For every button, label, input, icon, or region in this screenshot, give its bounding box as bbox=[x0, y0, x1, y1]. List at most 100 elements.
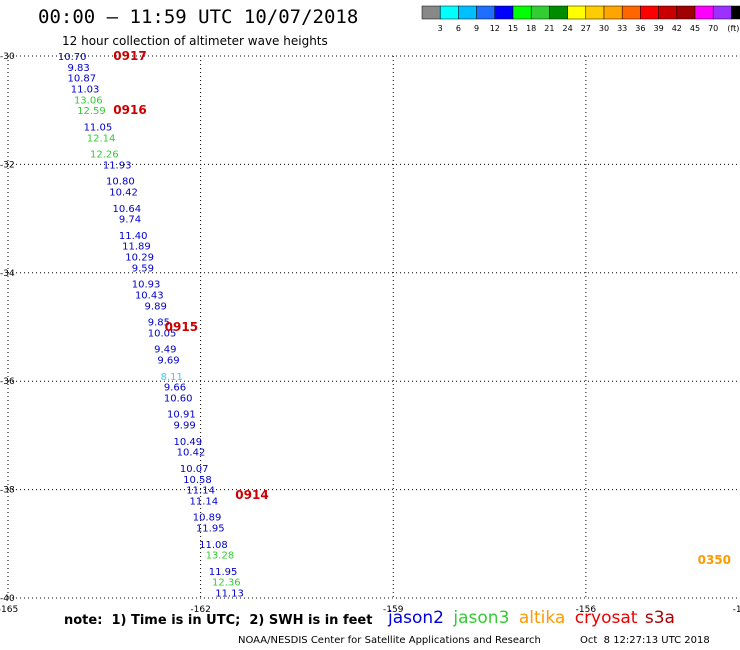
altika-point: 0350 bbox=[698, 553, 731, 567]
colorbar-label: 36 bbox=[635, 24, 645, 33]
legend-cryosat: cryosat bbox=[574, 608, 638, 628]
jason2-point: 10.80 bbox=[106, 177, 135, 188]
cryosat-point: 0915 bbox=[165, 320, 198, 334]
jason2-point: 9.74 bbox=[119, 215, 141, 226]
colorbar-label: (ft) bbox=[727, 24, 739, 33]
colorbar-swatch bbox=[458, 5, 477, 20]
jason2-point: 11.89 bbox=[122, 242, 151, 253]
jason2-point: 10.05 bbox=[148, 328, 177, 339]
jason2-point: 10.60 bbox=[164, 393, 193, 404]
jason2-point: 11.05 bbox=[84, 122, 113, 133]
colorbar-swatch bbox=[603, 5, 623, 20]
jason2-point: 11.95 bbox=[196, 524, 225, 535]
colorbar-label: 33 bbox=[617, 24, 627, 33]
jason2-point: 9.89 bbox=[145, 301, 167, 312]
y-tick-label: -38 bbox=[0, 486, 15, 496]
cryosat-point: 0917 bbox=[113, 49, 146, 63]
chart-title: 00:00 – 11:59 UTC 10/07/2018 bbox=[38, 6, 359, 28]
jason3-point: 13.06 bbox=[74, 95, 103, 106]
colorbar-label: 3 bbox=[438, 24, 443, 33]
colorbar-swatch bbox=[439, 5, 459, 20]
jason2-point: 10.42 bbox=[177, 448, 206, 459]
jason3-point: 13.28 bbox=[206, 551, 235, 562]
colorbar-swatch bbox=[640, 5, 659, 20]
colorbar-swatch bbox=[567, 5, 587, 20]
colorbar-swatch bbox=[476, 5, 496, 20]
chart-subtitle: 12 hour collection of altimeter wave hei… bbox=[62, 34, 328, 48]
colorbar-label: 70 bbox=[708, 24, 718, 33]
legend-jason2: jason2 bbox=[388, 608, 444, 628]
jason2-point: 10.64 bbox=[112, 204, 141, 215]
x-tick-label: -162 bbox=[190, 605, 210, 615]
jason2-point: 9.59 bbox=[132, 263, 154, 274]
x-tick-label: -15 bbox=[733, 605, 740, 615]
credit: NOAA/NESDIS Center for Satellite Applica… bbox=[238, 635, 541, 646]
colorbar-label: 21 bbox=[544, 24, 554, 33]
jason2-point: 11.03 bbox=[71, 85, 100, 96]
colorbar-label: 12 bbox=[490, 24, 500, 33]
colorbar-label: 15 bbox=[508, 24, 518, 33]
jason2-point: 9.49 bbox=[154, 345, 176, 356]
x-tick-label: -156 bbox=[576, 605, 597, 615]
jason2-point: 9.69 bbox=[157, 356, 179, 367]
jason2-point: 10.93 bbox=[132, 280, 161, 291]
colorbar-label: 30 bbox=[599, 24, 609, 33]
jason2-point: 9.83 bbox=[67, 63, 89, 74]
y-tick-label: -32 bbox=[0, 160, 15, 170]
cryosat-point: 0916 bbox=[113, 103, 146, 117]
y-tick-label: -34 bbox=[0, 269, 15, 279]
x-tick-label: -165 bbox=[0, 605, 18, 615]
jason2-point: 11.14 bbox=[190, 496, 219, 507]
jason3-point: 12.14 bbox=[87, 133, 116, 144]
colorbar-swatch bbox=[712, 5, 732, 20]
jason2-point: 10.87 bbox=[68, 74, 97, 85]
jason2-point: 11.95 bbox=[209, 567, 238, 578]
jason2-point: 10.43 bbox=[135, 290, 164, 301]
jason2-point: 10.70 bbox=[58, 52, 87, 63]
colorbar-swatch bbox=[676, 5, 696, 20]
y-tick-label: -30 bbox=[0, 52, 15, 62]
jason2-point: 10.42 bbox=[109, 188, 138, 199]
jason2-point: 9.66 bbox=[164, 383, 186, 394]
colorbar-swatch bbox=[585, 5, 605, 20]
colorbar-label: 39 bbox=[654, 24, 664, 33]
y-tick-label: -36 bbox=[0, 377, 15, 387]
legend-altika: altika bbox=[518, 608, 566, 628]
timestamp: Oct 8 12:27:13 UTC 2018 bbox=[580, 635, 710, 646]
colorbar-label: 42 bbox=[672, 24, 682, 33]
jason3-point: 12.59 bbox=[77, 106, 106, 117]
jason2-point: 10.07 bbox=[180, 464, 209, 475]
colorbar-swatch bbox=[658, 5, 678, 20]
jason2-light-point: 8.11 bbox=[161, 372, 183, 383]
jason2-point: 11.08 bbox=[199, 540, 228, 551]
legend: jason2 jason3 altika cryosat s3a bbox=[388, 608, 675, 628]
jason2-point: 10.49 bbox=[173, 437, 202, 448]
jason2-point: 10.29 bbox=[125, 253, 154, 264]
jason2-point: 11.40 bbox=[119, 231, 148, 242]
jason2-point: 10.58 bbox=[183, 475, 212, 486]
colorbar-label: 6 bbox=[456, 24, 461, 33]
jason2-point: 9.99 bbox=[173, 421, 195, 432]
colorbar-swatch bbox=[694, 5, 714, 20]
jason2-point: 9.85 bbox=[148, 318, 170, 329]
legend-s3a: s3a bbox=[644, 608, 675, 628]
colorbar-label: 9 bbox=[474, 24, 479, 33]
jason2-point: 10.91 bbox=[167, 410, 196, 421]
footnote: note: 1) Time is in UTC; 2) SWH is in fe… bbox=[64, 613, 373, 628]
jason3-point: 12.26 bbox=[90, 150, 119, 161]
colorbar-swatch bbox=[621, 5, 641, 20]
cryosat-point: 0914 bbox=[235, 488, 268, 502]
colorbar-label: 24 bbox=[563, 24, 573, 33]
jason2-point: 11.14 bbox=[186, 486, 215, 497]
colorbar-swatch bbox=[731, 5, 740, 20]
jason2-point: 10.89 bbox=[193, 513, 222, 524]
colorbar-swatch bbox=[549, 5, 568, 20]
jason2-point: 11.13 bbox=[215, 589, 244, 600]
colorbar-swatch bbox=[494, 5, 514, 20]
x-tick-label: -159 bbox=[383, 605, 404, 615]
y-tick-label: -40 bbox=[0, 594, 15, 604]
colorbar-swatch bbox=[530, 5, 550, 20]
jason2-point: 11.93 bbox=[103, 160, 132, 171]
